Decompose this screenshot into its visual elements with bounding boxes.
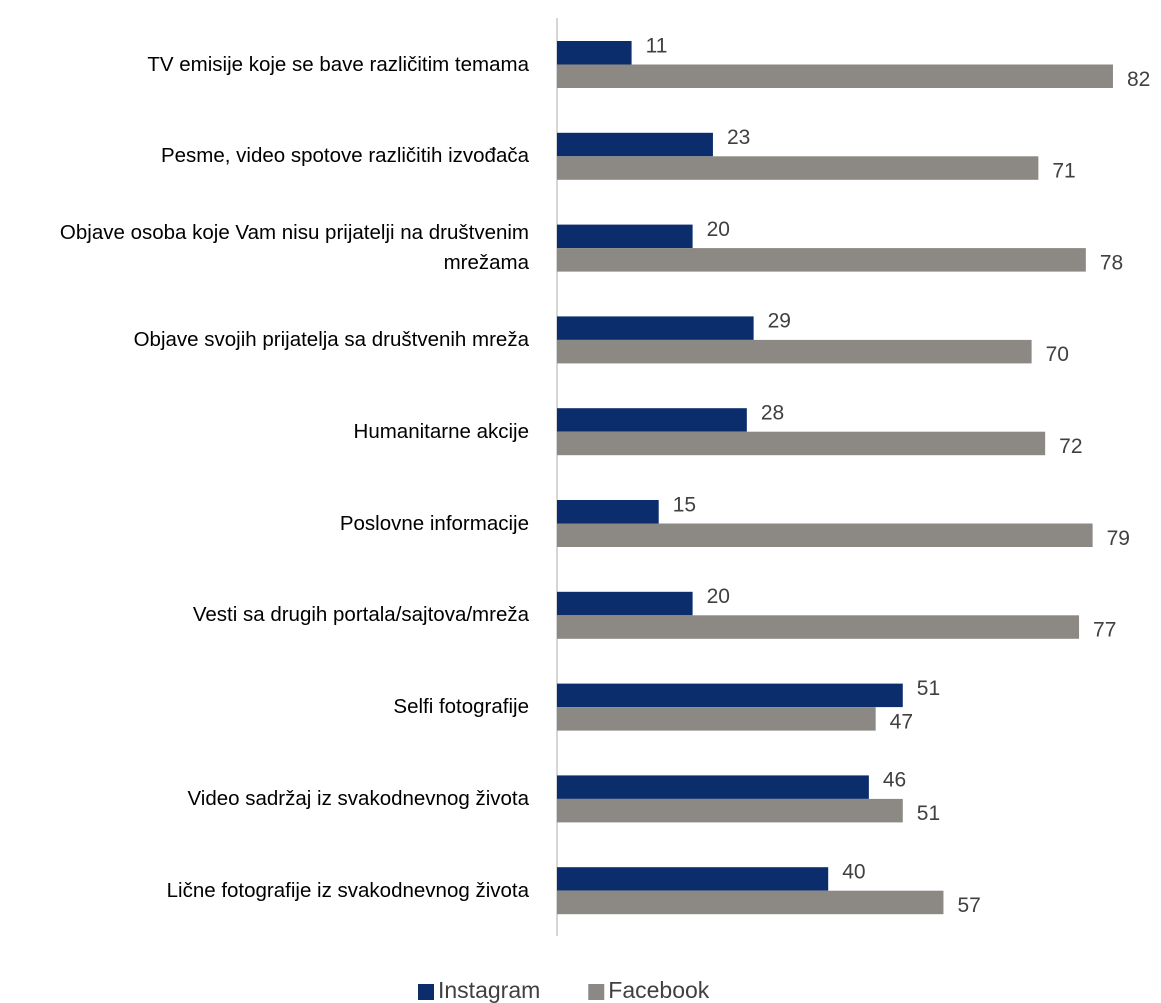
category-label: Objave svojih prijatelja sa društvenih m…	[133, 327, 529, 351]
bar	[557, 224, 693, 249]
category-label: Vesti sa drugih portala/sajtova/mreža	[192, 603, 529, 627]
value-label: 82	[1127, 68, 1150, 91]
bar	[557, 890, 944, 915]
value-label: 20	[707, 218, 730, 241]
legend-swatch	[588, 984, 605, 1000]
bar	[557, 132, 713, 157]
value-label: 71	[1052, 160, 1075, 183]
value-label: 79	[1107, 527, 1130, 550]
value-label: 40	[842, 860, 865, 883]
bar	[557, 248, 1086, 272]
value-label: 70	[1046, 343, 1069, 366]
category-label: Pesme, video spotove različitih izvođača	[160, 144, 529, 168]
value-label: 29	[768, 310, 791, 333]
value-label: 28	[761, 401, 784, 424]
bar	[557, 431, 1046, 456]
value-label: 23	[727, 126, 750, 149]
legend-label: Instagram	[438, 977, 540, 1003]
bar	[557, 615, 1080, 639]
value-label: 77	[1093, 619, 1116, 642]
category-label: Humanitarne akcije	[353, 419, 529, 443]
category-label: Objave osoba koje Vam nisu prijatelji na…	[59, 221, 529, 275]
value-label: 51	[917, 677, 940, 700]
bar	[557, 867, 829, 891]
bar	[557, 683, 903, 708]
bar	[557, 775, 869, 799]
bar	[557, 156, 1039, 180]
category-label: Selfi fotografije	[393, 695, 529, 719]
bar	[557, 41, 632, 65]
category-label: Poslovne informacije	[339, 511, 529, 535]
category-label: Lične fotografije iz svakodnevnog života	[166, 878, 529, 902]
value-label: 51	[917, 802, 940, 825]
bar	[557, 316, 754, 340]
legend-swatch	[418, 984, 434, 1000]
bar	[557, 591, 693, 616]
bar	[557, 523, 1093, 547]
value-label: 15	[673, 493, 696, 516]
category-label: Video sadržaj iz svakodnevnog života	[187, 786, 530, 810]
bar	[557, 500, 659, 524]
value-label: 72	[1059, 435, 1082, 458]
bar	[557, 339, 1032, 364]
category-label: TV emisije koje se bave različitim temam…	[147, 52, 529, 76]
value-label: 57	[957, 894, 980, 917]
bar	[557, 707, 876, 731]
bar	[557, 64, 1113, 88]
legend-label: Facebook	[608, 977, 710, 1003]
bar	[557, 798, 903, 823]
value-label: 46	[883, 769, 906, 792]
bar	[557, 408, 747, 432]
value-label: 78	[1100, 251, 1123, 274]
value-label: 47	[890, 710, 913, 733]
value-label: 11	[646, 34, 668, 57]
value-label: 20	[707, 585, 730, 608]
